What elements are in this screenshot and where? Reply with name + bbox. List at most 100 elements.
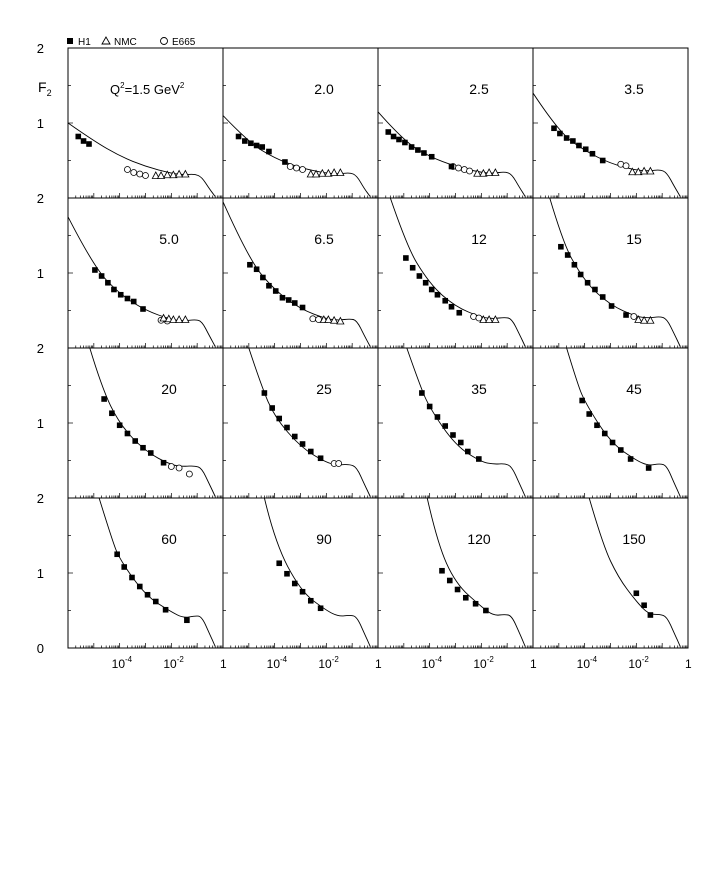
panel-frame [222, 47, 379, 199]
data-point-h1 [276, 415, 283, 422]
legend-label: NMC [114, 37, 137, 48]
data-point-h1 [253, 142, 260, 149]
data-point-h1 [259, 144, 266, 150]
data-point-h1 [402, 139, 408, 146]
x-tick-label: 1 [530, 657, 537, 671]
data-point-h1 [571, 261, 578, 268]
panel-frame [377, 347, 534, 499]
panel-q2-15: 15 [532, 197, 689, 349]
fit-curve [588, 498, 681, 647]
fit-curve [406, 348, 526, 497]
data-point-h1 [285, 297, 292, 303]
panel-frame [532, 347, 689, 499]
data-point-nmc [484, 168, 494, 176]
panel-q2-2.0: 2.0 [222, 47, 379, 199]
data-point-h1 [558, 243, 564, 250]
panel-label: 120 [467, 531, 491, 547]
panel-label: 90 [316, 531, 332, 547]
data-point-h1 [269, 405, 275, 411]
x-tick-label-exp: -2 [642, 655, 650, 664]
panel-frame [222, 497, 379, 649]
panel-label: 12 [471, 231, 487, 247]
data-point-h1 [462, 594, 469, 601]
x-tick-label-base: 1 [375, 657, 382, 671]
panel-label: 15 [626, 231, 642, 247]
panel-frame [532, 47, 689, 199]
data-point-e665 [475, 314, 483, 322]
data-point-h1 [570, 138, 576, 144]
y-axis: F2 2 1 2 1 2 1 2 1 0 [37, 41, 52, 656]
data-point-h1 [235, 133, 242, 140]
data-point-h1 [476, 456, 482, 462]
legend-label: E665 [172, 37, 196, 48]
x-tick-label: 10-4 [577, 655, 598, 671]
data-point-nmc [164, 314, 173, 323]
data-point-h1 [132, 438, 139, 444]
data-point-h1 [144, 591, 151, 598]
fit-curve [549, 198, 681, 347]
panel-frame [222, 347, 379, 499]
data-point-h1 [586, 411, 593, 417]
data-point-h1 [457, 439, 464, 446]
x-tick-label-exp: -4 [125, 655, 133, 664]
data-point-h1 [284, 424, 290, 431]
x-tick-label: 10-2 [318, 655, 339, 671]
data-point-e665 [293, 164, 300, 172]
data-point-h1 [124, 430, 131, 437]
panel-q2-3.5: 3.5 [532, 47, 689, 199]
panel-q2-20: 20 [67, 347, 224, 499]
data-point-nmc [491, 315, 500, 323]
panel-label-q: Q [110, 82, 120, 97]
data-point-h1 [416, 273, 423, 279]
y-tick-label: 1 [37, 566, 44, 581]
data-point-h1 [92, 267, 98, 273]
data-point-h1 [403, 255, 409, 261]
data-point-h1 [75, 133, 82, 140]
data-point-nmc [181, 315, 190, 323]
data-point-e665 [124, 166, 131, 173]
data-point-h1 [419, 390, 425, 396]
data-point-h1 [448, 163, 455, 170]
data-point-h1 [645, 465, 652, 471]
data-point-h1 [86, 141, 92, 147]
data-point-h1 [105, 279, 111, 286]
data-point-h1 [439, 567, 445, 574]
panel-q2-45: 45 [532, 347, 689, 499]
data-point-e665 [622, 162, 630, 170]
fit-curve [89, 348, 216, 497]
data-point-h1 [307, 448, 314, 455]
data-point-h1 [299, 304, 306, 311]
data-point-h1 [434, 414, 441, 420]
x-tick-label-base: 10 [267, 657, 281, 671]
data-point-h1 [114, 551, 120, 558]
fit-curve [98, 498, 216, 647]
data-point-h1 [390, 133, 397, 140]
data-point-h1 [184, 617, 190, 624]
data-point-h1 [282, 159, 288, 165]
data-point-nmc [324, 168, 333, 177]
x-tick-label-exp: -2 [487, 655, 495, 664]
data-point-h1 [450, 432, 456, 438]
data-point-h1 [601, 430, 608, 437]
x-tick-label: 1 [375, 657, 382, 671]
data-point-h1 [272, 288, 279, 294]
fit-curve [378, 111, 526, 197]
data-point-nmc [479, 168, 488, 177]
data-point-h1 [248, 140, 254, 147]
panel-q2-25: 25 [222, 347, 379, 499]
panel-q2-12: 12 [377, 197, 534, 349]
panel-label: 35 [471, 381, 487, 397]
data-point-h1 [291, 433, 298, 440]
legend-marker-nmc [101, 36, 111, 45]
data-point-h1 [101, 396, 107, 402]
fit-curve [248, 348, 371, 497]
data-point-h1 [266, 148, 272, 155]
fit-curve [223, 201, 371, 347]
x-tick-label-base: 10 [473, 657, 487, 671]
data-point-h1 [584, 279, 591, 286]
data-point-h1 [140, 444, 146, 451]
panel-frame [67, 197, 224, 349]
data-point-h1 [317, 605, 324, 612]
data-point-nmc [639, 166, 649, 175]
